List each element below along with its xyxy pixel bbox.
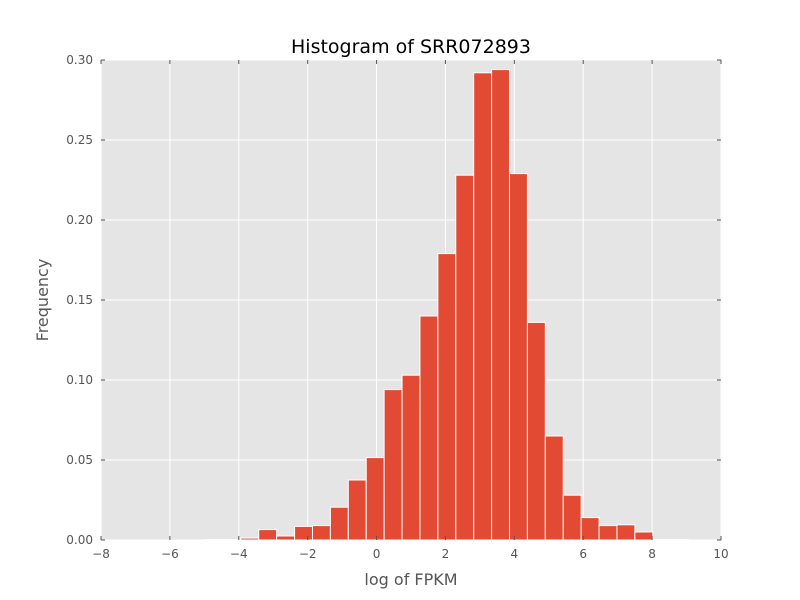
histogram-bar: [562, 494, 582, 541]
x-tick-label: 2: [442, 547, 450, 561]
histogram-bar: [311, 525, 331, 541]
histogram-bar: [365, 457, 385, 541]
x-tick-label: 6: [579, 547, 587, 561]
histogram-bar: [437, 253, 457, 541]
y-tick-label: 0.30: [66, 53, 93, 67]
histogram-bar: [616, 524, 636, 541]
y-tick-label: 0.25: [66, 133, 93, 147]
y-tick-label: 0.20: [66, 213, 93, 227]
x-tick-label: −2: [299, 547, 317, 561]
y-tick-label: 0.05: [66, 453, 93, 467]
x-tick-label: −4: [230, 547, 248, 561]
x-axis-label: log of FPKM: [364, 570, 457, 589]
chart-title: Histogram of SRR072893: [291, 36, 531, 58]
histogram-bar: [419, 315, 439, 541]
x-tick-label: 0: [373, 547, 381, 561]
histogram-bar: [329, 506, 349, 541]
x-tick-label: −8: [92, 547, 110, 561]
histogram-bar: [580, 517, 600, 541]
histogram-bar: [509, 173, 528, 541]
x-tick-label: 8: [648, 547, 656, 561]
histogram-bar: [598, 525, 618, 541]
y-tick-label: 0.00: [66, 533, 93, 547]
x-tick-label: 4: [511, 547, 519, 561]
histogram-bar: [491, 69, 511, 541]
histogram-bar: [240, 537, 260, 541]
x-tick-label: 10: [713, 547, 728, 561]
histogram-bar: [294, 525, 313, 541]
histogram-bar: [473, 72, 493, 541]
histogram-bar: [347, 479, 367, 541]
x-tick-label: −6: [161, 547, 179, 561]
histogram-bar: [455, 174, 475, 541]
histogram-bar: [258, 529, 278, 541]
histogram-bar: [383, 389, 403, 541]
histogram-bar: [544, 435, 564, 541]
y-axis-label: Frequency: [33, 259, 52, 342]
histogram-bar: [401, 374, 421, 541]
histogram-bar: [526, 321, 546, 541]
histogram-bar: [276, 535, 296, 541]
axis-ticks: −8 −6 −4 −2 0 2 4 6 8 10 0.00 0.05 0.10 0.15 0.20 0.25 0…: [66, 53, 728, 561]
histogram-bars: [204, 69, 690, 541]
histogram-bar: [634, 531, 654, 541]
y-tick-label: 0.10: [66, 373, 93, 387]
y-tick-label: 0.15: [66, 293, 93, 307]
